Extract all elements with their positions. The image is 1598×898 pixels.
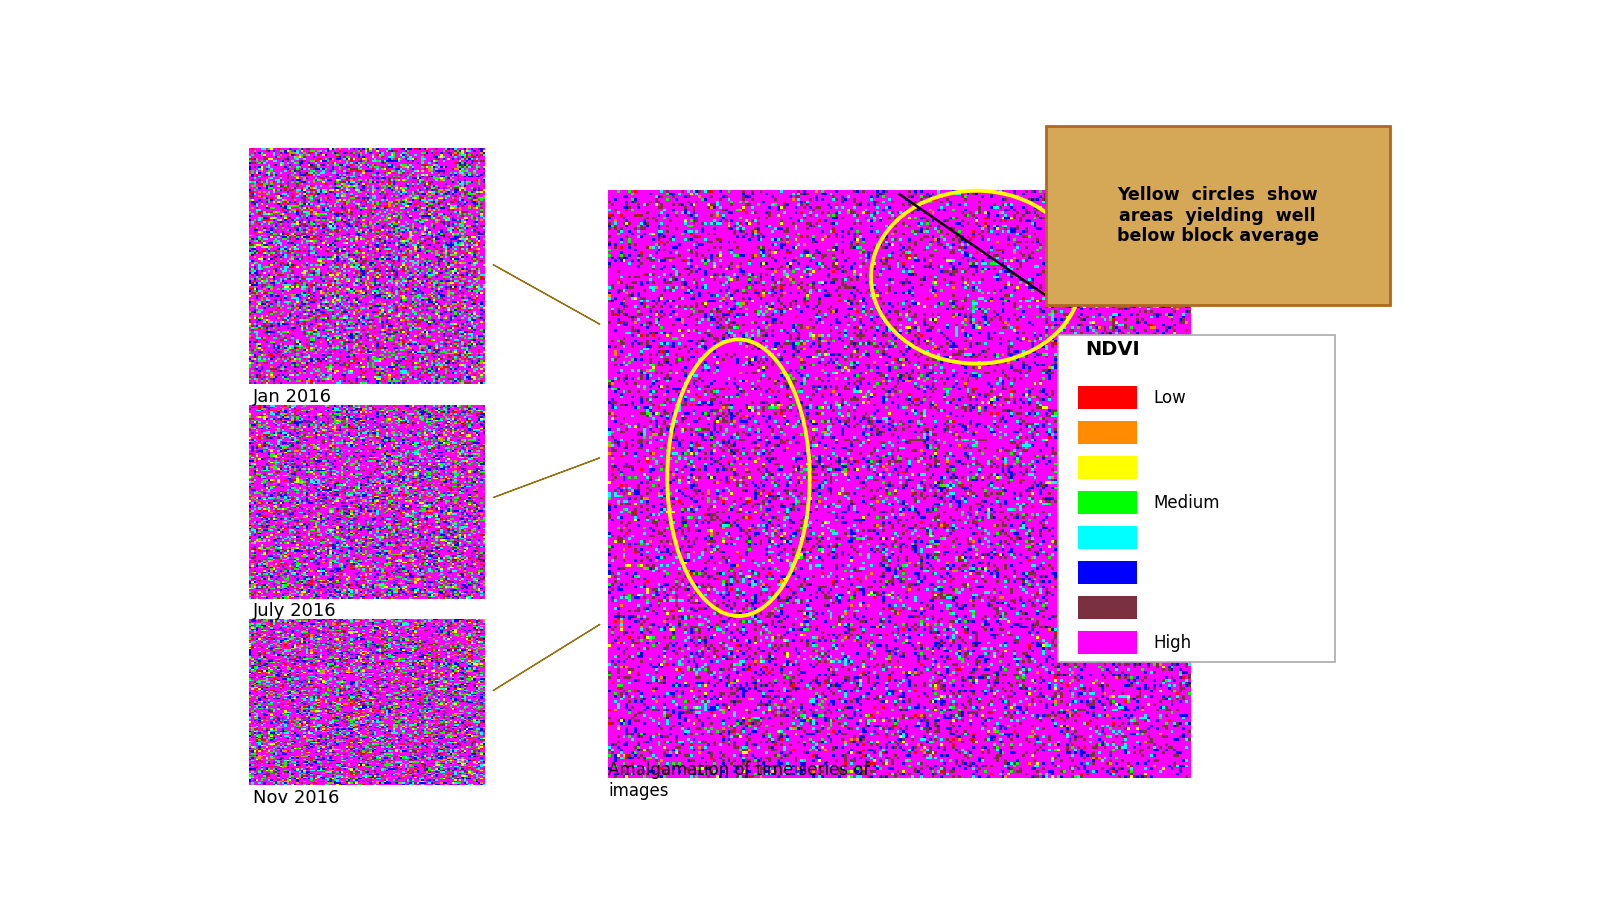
FancyBboxPatch shape bbox=[1045, 127, 1390, 304]
Text: Jan 2016: Jan 2016 bbox=[252, 388, 332, 406]
Bar bbox=[1077, 561, 1138, 584]
Text: Yellow  circles  show
areas  yielding  well
below block average: Yellow circles show areas yielding well … bbox=[1117, 186, 1318, 245]
Bar bbox=[1077, 456, 1138, 479]
Text: NDVI: NDVI bbox=[1085, 340, 1139, 359]
Bar bbox=[1077, 491, 1138, 514]
Text: High: High bbox=[1154, 634, 1192, 653]
Text: Medium: Medium bbox=[1154, 495, 1219, 513]
FancyBboxPatch shape bbox=[1058, 335, 1336, 663]
Text: Amalgamation of time series of
images: Amalgamation of time series of images bbox=[609, 761, 869, 800]
Bar bbox=[1077, 526, 1138, 549]
Bar bbox=[1077, 421, 1138, 444]
Bar bbox=[1077, 631, 1138, 654]
Bar bbox=[1077, 386, 1138, 409]
Text: Nov 2016: Nov 2016 bbox=[252, 788, 339, 806]
Text: Low: Low bbox=[1154, 390, 1186, 408]
Bar bbox=[1077, 596, 1138, 619]
Text: July 2016: July 2016 bbox=[252, 602, 337, 620]
